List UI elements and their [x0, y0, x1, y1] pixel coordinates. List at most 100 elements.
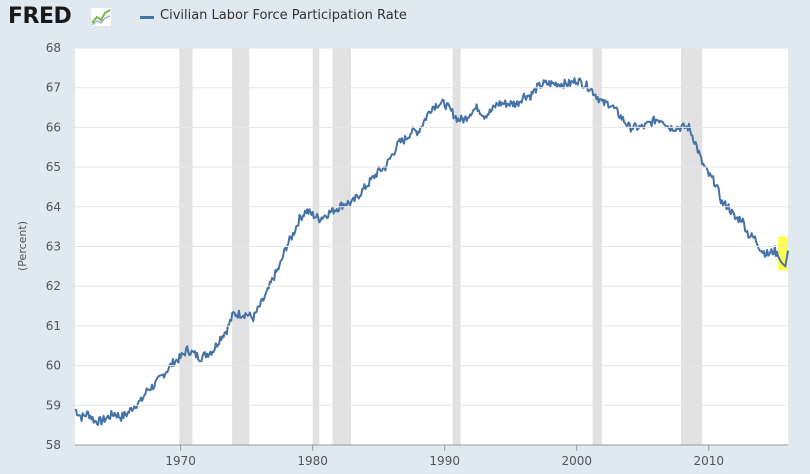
data-point[interactable] [554, 81, 560, 87]
data-point[interactable] [329, 208, 335, 214]
data-point[interactable] [455, 116, 461, 122]
data-point[interactable] [125, 410, 131, 416]
data-point[interactable] [395, 140, 401, 146]
data-point[interactable] [362, 184, 368, 190]
data-point[interactable] [303, 208, 309, 214]
data-point[interactable] [693, 140, 699, 146]
data-point[interactable] [772, 247, 778, 253]
data-point[interactable] [310, 212, 316, 218]
data-point[interactable] [435, 101, 441, 107]
data-point[interactable] [98, 418, 104, 424]
data-point[interactable] [138, 398, 144, 404]
data-point[interactable] [699, 160, 705, 166]
data-point[interactable] [620, 116, 626, 122]
data-point[interactable] [785, 247, 791, 253]
data-point[interactable] [468, 109, 474, 115]
data-point[interactable] [495, 101, 501, 107]
data-point[interactable] [184, 347, 190, 353]
data-point[interactable] [574, 77, 580, 83]
data-point[interactable] [105, 414, 111, 420]
data-point[interactable] [369, 176, 375, 182]
data-point[interactable] [448, 109, 454, 115]
data-point[interactable] [171, 359, 177, 365]
data-point[interactable] [481, 112, 487, 118]
data-point[interactable] [442, 101, 448, 107]
data-point[interactable] [349, 200, 355, 206]
data-point[interactable] [782, 263, 788, 269]
data-point[interactable] [561, 81, 567, 87]
data-point[interactable] [765, 251, 771, 257]
data-point[interactable] [178, 355, 184, 361]
data-point[interactable] [296, 216, 302, 222]
data-point[interactable] [488, 109, 494, 115]
data-point[interactable] [389, 152, 395, 158]
data-point[interactable] [547, 81, 553, 87]
data-point[interactable] [224, 327, 230, 333]
data-point[interactable] [290, 232, 296, 238]
data-point[interactable] [217, 335, 223, 341]
data-point[interactable] [250, 315, 256, 321]
data-point[interactable] [752, 236, 758, 242]
data-point[interactable] [541, 81, 547, 87]
series-line-0[interactable] [74, 77, 789, 427]
data-point[interactable] [600, 101, 606, 107]
data-point[interactable] [475, 105, 481, 111]
fred-logo[interactable]: FRED [8, 4, 72, 29]
data-point[interactable] [85, 410, 91, 416]
data-point[interactable] [356, 192, 362, 198]
data-point[interactable] [197, 355, 203, 361]
data-point[interactable] [501, 101, 507, 107]
y-tick-label: 60 [46, 359, 61, 373]
data-point[interactable] [653, 116, 659, 122]
data-point[interactable] [429, 105, 435, 111]
data-point[interactable] [580, 81, 586, 87]
data-point[interactable] [244, 311, 250, 317]
data-point[interactable] [145, 386, 151, 392]
data-point[interactable] [158, 375, 164, 381]
legend-label[interactable]: Civilian Labor Force Participation Rate [160, 8, 407, 23]
data-point[interactable] [257, 303, 263, 309]
data-point[interactable] [607, 101, 613, 107]
data-point[interactable] [112, 410, 118, 416]
data-point[interactable] [594, 93, 600, 99]
data-point[interactable] [528, 93, 534, 99]
data-point[interactable] [277, 263, 283, 269]
data-point[interactable] [508, 101, 514, 107]
data-point[interactable] [237, 311, 243, 317]
data-point[interactable] [462, 116, 468, 122]
chart-line-icon [90, 7, 112, 27]
data-point[interactable] [732, 216, 738, 222]
data-point[interactable] [343, 200, 349, 206]
data-point[interactable] [409, 128, 415, 134]
data-point[interactable] [211, 347, 217, 353]
data-point[interactable] [263, 291, 269, 297]
data-point[interactable] [739, 216, 745, 222]
data-point[interactable] [72, 406, 78, 412]
data-point[interactable] [415, 128, 421, 134]
data-point[interactable] [164, 367, 170, 373]
data-point[interactable] [204, 351, 210, 357]
data-point[interactable] [706, 172, 712, 178]
data-point[interactable] [79, 414, 85, 420]
data-point[interactable] [230, 311, 236, 317]
data-point[interactable] [92, 418, 98, 424]
data-point[interactable] [567, 81, 573, 87]
data-point[interactable] [402, 136, 408, 142]
data-point[interactable] [660, 116, 666, 122]
data-point[interactable] [712, 180, 718, 186]
data-point[interactable] [745, 232, 751, 238]
data-point[interactable] [118, 414, 124, 420]
data-point[interactable] [521, 93, 527, 99]
data-point[interactable] [376, 168, 382, 174]
data-point[interactable] [270, 275, 276, 281]
data-point[interactable] [323, 212, 329, 218]
data-point[interactable] [316, 216, 322, 222]
data-point[interactable] [759, 247, 765, 253]
data-point[interactable] [719, 200, 725, 206]
data-point[interactable] [514, 101, 520, 107]
data-point[interactable] [613, 109, 619, 115]
data-point[interactable] [646, 120, 652, 126]
data-point[interactable] [151, 382, 157, 388]
data-point[interactable] [422, 116, 428, 122]
data-point[interactable] [191, 351, 197, 357]
